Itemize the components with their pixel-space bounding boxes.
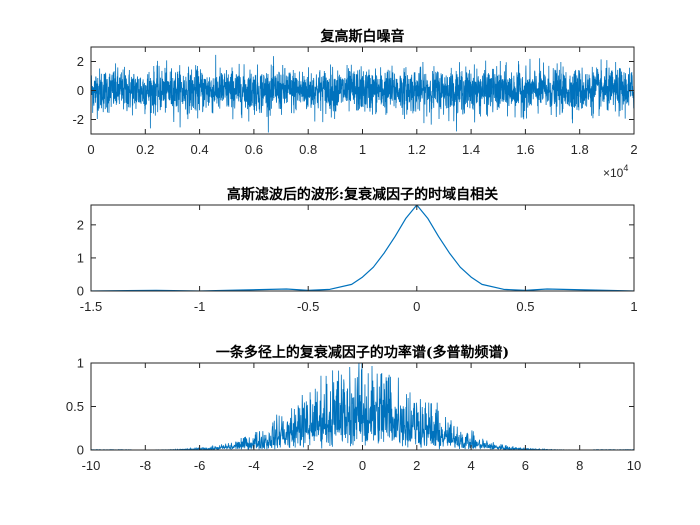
x-tick-label: 2 xyxy=(413,458,420,473)
series-line-autocorrelation xyxy=(91,205,634,291)
x-tick-label: 0.2 xyxy=(136,142,154,157)
y-tick-label: -2 xyxy=(72,112,84,127)
x-tick-label: 1.2 xyxy=(408,142,426,157)
x-exponent-base: ×10 xyxy=(603,166,624,180)
series-1-group xyxy=(91,54,634,133)
x-exponent-power: 4 xyxy=(623,163,628,173)
x-tick-label: -0.5 xyxy=(297,299,319,314)
x-exponent-label-1: ×104 xyxy=(603,163,628,180)
y-tick-label: 0 xyxy=(77,83,84,98)
ticks-1-group: 0 0.2 0.4 0.6 0.8 1 1.2 1.4 1.6 1.8 2-202 xyxy=(72,47,638,157)
x-tick-label: -1 xyxy=(194,299,206,314)
x-tick-label: 1 xyxy=(359,142,366,157)
panel-1: 0 0.2 0.4 0.6 0.8 1 1.2 1.4 1.6 1.8 2-202 复高斯白噪音 ×… xyxy=(72,28,637,180)
x-tick-label: 0 xyxy=(87,142,94,157)
x-tick-label: -1.5 xyxy=(80,299,102,314)
x-tick-label: 8 xyxy=(576,458,583,473)
chart-title-2: 高斯滤波后的波形:复衰减因子的时域自相关 xyxy=(227,186,498,203)
y-tick-label: 1 xyxy=(77,250,84,265)
x-tick-label: 4 xyxy=(467,458,474,473)
x-tick-label: -8 xyxy=(140,458,152,473)
x-tick-label: 0 xyxy=(413,299,420,314)
y-tick-label: 1 xyxy=(77,356,84,371)
x-tick-label: 1.6 xyxy=(516,142,534,157)
chart-title-1: 复高斯白噪音 xyxy=(320,28,405,45)
x-tick-label: 1.8 xyxy=(571,142,589,157)
x-tick-label: 0.5 xyxy=(516,299,534,314)
series-line-noise xyxy=(91,54,634,133)
x-tick-label: 0.4 xyxy=(191,142,209,157)
x-tick-label: 0 xyxy=(359,458,366,473)
y-tick-label: 0.5 xyxy=(66,399,84,414)
panel-3: -10 -8 -6 -4 -2 0 2 4 6 8 10 0 0.5 1 一条多径上的复衰减因子的功率谱(… xyxy=(66,344,641,473)
axes-box-2 xyxy=(90,204,635,292)
ticks-3-group: -10 -8 -6 -4 -2 0 2 4 6 8 10 0 0.5 1 xyxy=(66,356,641,474)
panel-2: -1.5 -1 -0.5 0 0.5 1 0 1 2 高斯滤波后的波形:复衰减因子的时域自相关 xyxy=(77,186,638,314)
x-tick-label: -4 xyxy=(248,458,260,473)
y-tick-label: 0 xyxy=(77,284,84,299)
x-tick-label: 1.4 xyxy=(462,142,480,157)
x-tick-label: 10 xyxy=(627,458,641,473)
y-tick-label: 2 xyxy=(77,217,84,232)
x-tick-label: 6 xyxy=(522,458,529,473)
x-tick-label: 2 xyxy=(630,142,637,157)
x-tick-label: 1 xyxy=(630,299,637,314)
ticks-2-group: -1.5 -1 -0.5 0 0.5 1 0 1 2 xyxy=(77,205,638,314)
chart-title-3: 一条多径上的复衰减因子的功率谱(多普勒频谱) xyxy=(216,344,509,361)
y-tick-label: 0 xyxy=(77,443,84,458)
x-tick-label: 0.8 xyxy=(299,142,317,157)
series-2-group xyxy=(91,205,634,291)
y-tick-label: 2 xyxy=(77,54,84,69)
x-tick-label: -2 xyxy=(302,458,314,473)
x-tick-label: 0.6 xyxy=(245,142,263,157)
plot-area-2 xyxy=(91,205,634,291)
x-tick-label: -10 xyxy=(82,458,101,473)
x-tick-label: -6 xyxy=(194,458,206,473)
